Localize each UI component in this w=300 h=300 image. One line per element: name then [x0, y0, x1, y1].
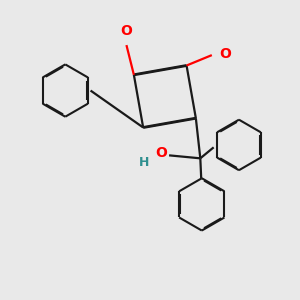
Text: O: O [219, 46, 231, 61]
Text: O: O [121, 24, 132, 38]
Text: H: H [139, 156, 149, 169]
Text: O: O [155, 146, 167, 160]
